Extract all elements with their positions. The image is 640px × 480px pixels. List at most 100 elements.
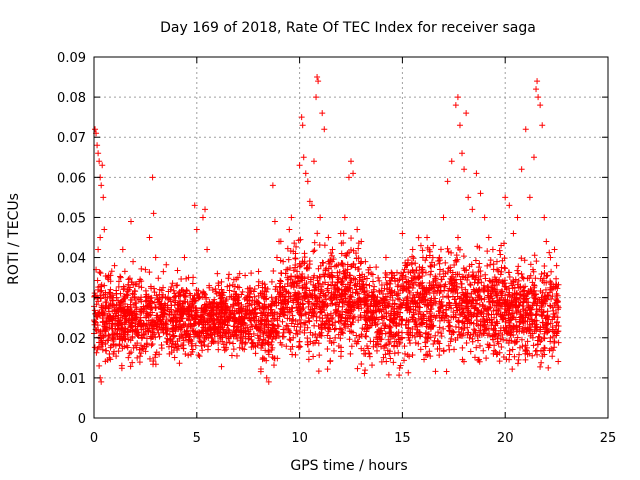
data-point <box>503 286 510 293</box>
data-point <box>348 235 355 242</box>
data-point <box>272 325 279 332</box>
data-point <box>545 292 552 299</box>
data-point <box>412 307 419 314</box>
data-point <box>325 281 332 288</box>
data-point <box>446 322 453 329</box>
data-point <box>115 312 122 319</box>
data-point <box>460 358 467 365</box>
data-point <box>467 281 474 288</box>
data-point <box>378 358 385 365</box>
data-point <box>276 284 283 291</box>
data-point <box>387 355 394 362</box>
data-point <box>370 343 377 350</box>
data-point <box>414 289 421 296</box>
data-point <box>299 270 306 277</box>
data-point <box>502 299 509 306</box>
data-point <box>200 330 207 337</box>
data-point <box>522 324 529 331</box>
data-point <box>530 342 537 349</box>
data-point <box>405 285 412 292</box>
data-point <box>303 280 310 287</box>
data-point <box>115 348 122 355</box>
data-point <box>510 230 517 237</box>
data-point <box>460 330 467 337</box>
data-point <box>381 325 388 332</box>
data-point <box>454 293 461 300</box>
data-point <box>117 273 124 280</box>
data-point <box>493 307 500 314</box>
data-point <box>298 262 305 269</box>
data-point <box>345 323 352 330</box>
data-point <box>398 316 405 323</box>
data-point <box>389 270 396 277</box>
data-point <box>396 296 403 303</box>
data-point <box>508 280 515 287</box>
data-point <box>290 284 297 291</box>
data-point <box>511 323 518 330</box>
data-point <box>502 265 509 272</box>
data-point <box>522 126 529 133</box>
data-point <box>476 244 483 251</box>
data-point <box>121 343 128 350</box>
data-point <box>383 341 390 348</box>
data-point <box>118 298 125 305</box>
data-point <box>448 158 455 165</box>
data-point <box>509 309 516 316</box>
data-point <box>134 354 141 361</box>
data-point <box>150 210 157 217</box>
data-point <box>417 346 424 353</box>
plot-frame <box>93 56 609 419</box>
data-point <box>497 271 504 278</box>
data-point <box>156 333 163 340</box>
data-point <box>245 314 252 321</box>
data-point <box>451 262 458 269</box>
data-point <box>480 307 487 314</box>
data-point <box>137 350 144 357</box>
data-point <box>436 254 443 261</box>
data-point <box>288 304 295 311</box>
data-point <box>525 302 532 309</box>
data-point <box>98 182 105 189</box>
data-point <box>407 297 414 304</box>
data-point <box>462 286 469 293</box>
data-point <box>212 285 219 292</box>
data-point <box>461 325 468 332</box>
data-point <box>101 282 108 289</box>
data-point <box>322 291 329 298</box>
data-point <box>428 259 435 266</box>
data-point <box>212 323 219 330</box>
data-point <box>128 349 135 356</box>
data-point <box>271 315 278 322</box>
data-point <box>245 336 252 343</box>
data-point <box>155 329 162 336</box>
data-point <box>532 291 539 298</box>
data-point <box>334 274 341 281</box>
data-point <box>167 336 174 343</box>
data-point <box>555 358 562 365</box>
data-point <box>396 372 403 379</box>
data-point <box>201 341 208 348</box>
data-point <box>551 246 558 253</box>
data-point <box>484 332 491 339</box>
data-point <box>215 280 222 287</box>
data-point <box>318 286 325 293</box>
data-point <box>445 323 452 330</box>
data-point <box>332 306 339 313</box>
data-point <box>251 342 258 349</box>
data-point <box>386 284 393 291</box>
data-point <box>307 278 314 285</box>
data-point <box>287 337 294 344</box>
data-point <box>423 351 430 358</box>
data-point <box>486 330 493 337</box>
data-point <box>284 245 291 252</box>
data-point <box>207 325 214 332</box>
data-point <box>205 343 212 350</box>
data-point <box>533 347 540 354</box>
data-point <box>230 340 237 347</box>
data-point <box>248 321 255 328</box>
data-point <box>358 332 365 339</box>
data-point <box>106 289 113 296</box>
data-point <box>255 299 262 306</box>
data-point <box>242 303 249 310</box>
data-point <box>400 299 407 306</box>
